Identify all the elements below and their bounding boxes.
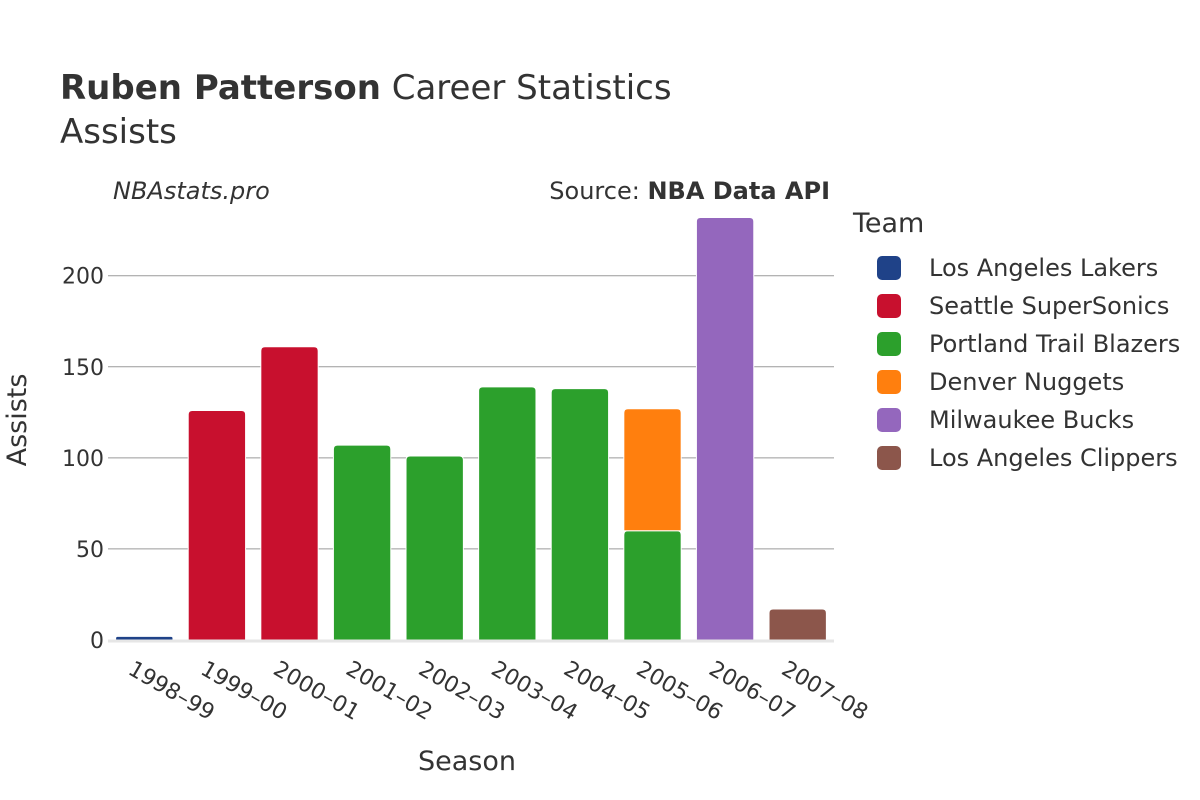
y-tick-label: 100 xyxy=(62,447,104,472)
bar[interactable] xyxy=(332,444,392,641)
legend-swatch xyxy=(877,256,901,280)
legend-label: Los Angeles Clippers xyxy=(929,444,1178,472)
bar[interactable] xyxy=(623,530,682,641)
legend-item[interactable]: Los Angeles Clippers xyxy=(853,439,1180,477)
bar[interactable] xyxy=(695,216,755,641)
bar[interactable] xyxy=(115,635,174,641)
legend-item[interactable]: Denver Nuggets xyxy=(853,363,1180,401)
legend-label: Portland Trail Blazers xyxy=(929,330,1181,358)
source-prefix: Source: xyxy=(549,177,640,205)
title-rest: Career Statistics xyxy=(391,68,672,108)
legend-item[interactable]: Milwaukee Bucks xyxy=(853,401,1180,439)
legend: Team Los Angeles Lakers Seattle SuperSoni… xyxy=(853,208,1180,477)
legend-swatch xyxy=(877,446,901,470)
source-name: NBA Data API xyxy=(647,177,830,205)
legend-swatch xyxy=(877,370,901,394)
legend-item[interactable]: Los Angeles Lakers xyxy=(853,249,1180,287)
x-axis-title: Season xyxy=(418,746,516,777)
source-label: Source: NBA Data API xyxy=(549,177,830,205)
y-tick-label: 0 xyxy=(90,629,104,654)
legend-swatch xyxy=(877,408,901,432)
player-name: Ruben Patterson xyxy=(60,68,381,108)
y-tick-label: 200 xyxy=(62,265,104,290)
legend-label: Denver Nuggets xyxy=(929,368,1125,396)
legend-item[interactable]: Seattle SuperSonics xyxy=(853,287,1180,325)
y-axis-title: Assists xyxy=(2,374,33,467)
bar[interactable] xyxy=(187,410,247,641)
legend-label: Milwaukee Bucks xyxy=(929,406,1135,434)
legend-swatch xyxy=(877,332,901,356)
chart-subtitle: Assists xyxy=(60,112,177,152)
y-tick-label: 50 xyxy=(76,538,104,563)
legend-items: Los Angeles Lakers Seattle SuperSonics Por… xyxy=(853,249,1180,477)
legend-title: Team xyxy=(853,208,925,239)
bar[interactable] xyxy=(623,408,682,532)
y-tick-label: 150 xyxy=(62,356,104,381)
bar[interactable] xyxy=(260,346,319,641)
legend-label: Seattle SuperSonics xyxy=(929,292,1170,320)
bar[interactable] xyxy=(405,455,464,641)
chart-title: Ruben Patterson Career Statistics xyxy=(60,68,672,108)
legend-label: Los Angeles Lakers xyxy=(929,254,1159,282)
bar[interactable] xyxy=(550,388,610,641)
site-label: NBAstats.pro xyxy=(113,177,270,205)
legend-item[interactable]: Portland Trail Blazers xyxy=(853,325,1180,363)
legend-swatch xyxy=(877,294,901,318)
bar[interactable] xyxy=(478,386,537,641)
bar[interactable] xyxy=(768,608,827,641)
